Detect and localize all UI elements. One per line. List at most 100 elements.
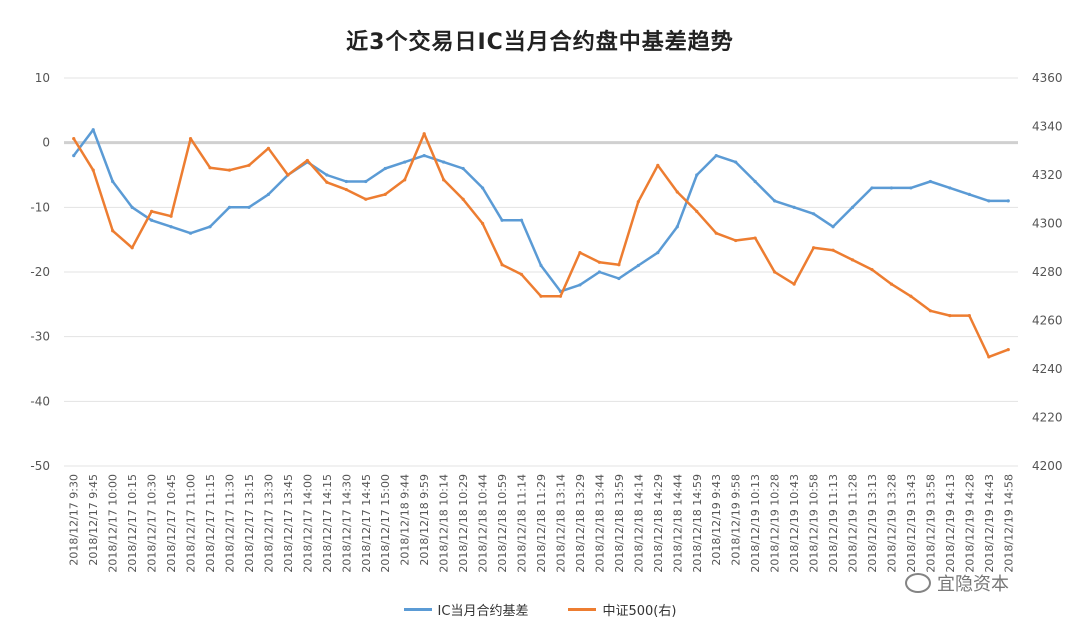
series-line-index — [72, 132, 1010, 359]
wechat-icon — [905, 573, 931, 593]
y-right-tick-label: 4240 — [1032, 362, 1063, 376]
x-tick-label: 2018/12/19 10:13 — [749, 474, 762, 573]
y-right-tick-label: 4360 — [1032, 71, 1063, 85]
data-point-index — [286, 173, 290, 177]
data-point-index — [422, 132, 426, 136]
data-point-basis — [909, 186, 913, 190]
y-left-tick-label: -20 — [30, 265, 50, 279]
data-point-index — [266, 146, 271, 150]
x-tick-label: 2018/12/18 14:14 — [632, 474, 645, 573]
y-left-tick-label: -40 — [30, 394, 50, 408]
data-point-index — [150, 209, 154, 213]
x-tick-label: 2018/12/18 13:29 — [574, 474, 587, 573]
x-tick-label: 2018/12/18 10:29 — [457, 474, 470, 573]
data-point-index — [188, 137, 193, 141]
watermark-text: 宜隐资本 — [937, 574, 1009, 595]
x-tick-label: 2018/12/19 10:28 — [769, 474, 782, 573]
data-point-basis — [111, 179, 115, 184]
x-tick-label: 2018/12/18 10:44 — [477, 474, 490, 573]
data-point-index — [967, 314, 971, 318]
data-point-index — [1006, 348, 1010, 352]
x-tick-label: 2018/12/18 14:59 — [691, 474, 704, 573]
data-point-basis — [188, 231, 193, 235]
data-point-basis — [383, 166, 387, 171]
data-point-index — [403, 178, 407, 182]
legend-item-index: 中证500(右) — [568, 600, 676, 619]
data-point-index — [383, 192, 387, 196]
data-point-index — [889, 282, 894, 286]
data-point-index — [792, 282, 796, 286]
data-point-index — [617, 263, 621, 267]
data-point-index — [811, 246, 816, 250]
data-point-basis — [675, 225, 679, 229]
data-point-index — [111, 229, 115, 233]
chart-title: 近3个交易日IC当月合约盘中基差趋势 — [346, 30, 734, 55]
data-point-index — [773, 270, 777, 274]
data-point-basis — [617, 276, 621, 281]
data-point-basis — [169, 225, 173, 229]
data-point-basis — [266, 192, 271, 196]
y-left-tick-label: -30 — [30, 330, 50, 344]
data-point-index — [578, 251, 582, 255]
data-point-index — [636, 200, 640, 204]
data-point-basis — [948, 186, 952, 190]
data-point-basis — [403, 160, 407, 164]
data-point-index — [247, 163, 251, 167]
x-tick-label: 2018/12/18 9:44 — [399, 474, 412, 566]
y-right-tick-label: 4340 — [1032, 120, 1063, 134]
data-point-basis — [773, 199, 777, 203]
x-tick-label: 2018/12/17 13:45 — [282, 474, 295, 573]
data-point-index — [442, 178, 446, 182]
data-point-index — [72, 137, 76, 141]
data-point-basis — [695, 173, 699, 177]
x-tick-label: 2018/12/19 14:58 — [1002, 474, 1015, 573]
data-point-index — [909, 294, 913, 298]
data-point-index — [169, 214, 173, 218]
legend-swatch-basis — [403, 608, 432, 611]
x-tick-label: 2018/12/19 9:43 — [710, 474, 723, 566]
data-point-basis — [150, 218, 154, 222]
data-point-basis — [636, 263, 640, 268]
legend: IC当月合约基差 中证500(右) — [0, 600, 1080, 619]
x-tick-label: 2018/12/17 10:30 — [146, 474, 159, 573]
x-tick-label: 2018/12/19 9:58 — [730, 474, 743, 566]
data-point-index — [734, 238, 738, 243]
data-point-basis — [227, 205, 232, 209]
x-tick-label: 2018/12/19 13:43 — [905, 474, 918, 573]
data-point-index — [753, 236, 757, 240]
data-point-index — [227, 168, 232, 172]
x-tick-label: 2018/12/19 11:13 — [827, 474, 840, 573]
x-tick-label: 2018/12/19 13:13 — [866, 474, 879, 573]
data-point-basis — [91, 128, 95, 132]
data-point-index — [850, 258, 855, 262]
x-tick-label: 2018/12/17 13:30 — [262, 474, 275, 573]
legend-item-basis: IC当月合约基差 — [403, 600, 528, 619]
x-tick-label: 2018/12/19 13:28 — [885, 474, 898, 573]
x-tick-label: 2018/12/18 13:59 — [613, 474, 626, 573]
x-tick-label: 2018/12/17 11:15 — [204, 474, 217, 573]
data-point-basis — [539, 263, 543, 268]
data-point-basis — [480, 186, 485, 190]
data-point-basis — [72, 154, 76, 158]
data-point-basis — [850, 205, 855, 209]
data-point-basis — [656, 251, 660, 255]
data-point-index — [208, 166, 212, 170]
data-point-index — [519, 272, 524, 277]
x-tick-label: 2018/12/19 10:43 — [788, 474, 801, 573]
x-tick-label: 2018/12/17 11:00 — [185, 474, 198, 573]
data-point-basis — [208, 225, 212, 229]
line-chart: 10 0 -10 -20 -30 -40 -50 4360 4340 4320 4300 4280 42… — [30, 71, 1063, 573]
x-tick-label: 2018/12/18 10:14 — [438, 474, 451, 573]
data-point-index — [656, 163, 660, 167]
x-tick-label: 2018/12/17 15:00 — [379, 474, 392, 573]
data-point-index — [500, 263, 504, 267]
x-tick-label: 2018/12/19 13:58 — [924, 474, 937, 573]
data-point-index — [870, 267, 874, 272]
x-tick-label: 2018/12/17 9:45 — [87, 474, 100, 566]
data-point-index — [675, 190, 679, 194]
x-tick-label: 2018/12/17 10:15 — [126, 474, 139, 573]
data-point-basis — [967, 192, 971, 196]
y-right-tick-label: 4260 — [1032, 314, 1063, 328]
data-point-index — [714, 231, 718, 235]
data-point-basis — [519, 218, 524, 222]
